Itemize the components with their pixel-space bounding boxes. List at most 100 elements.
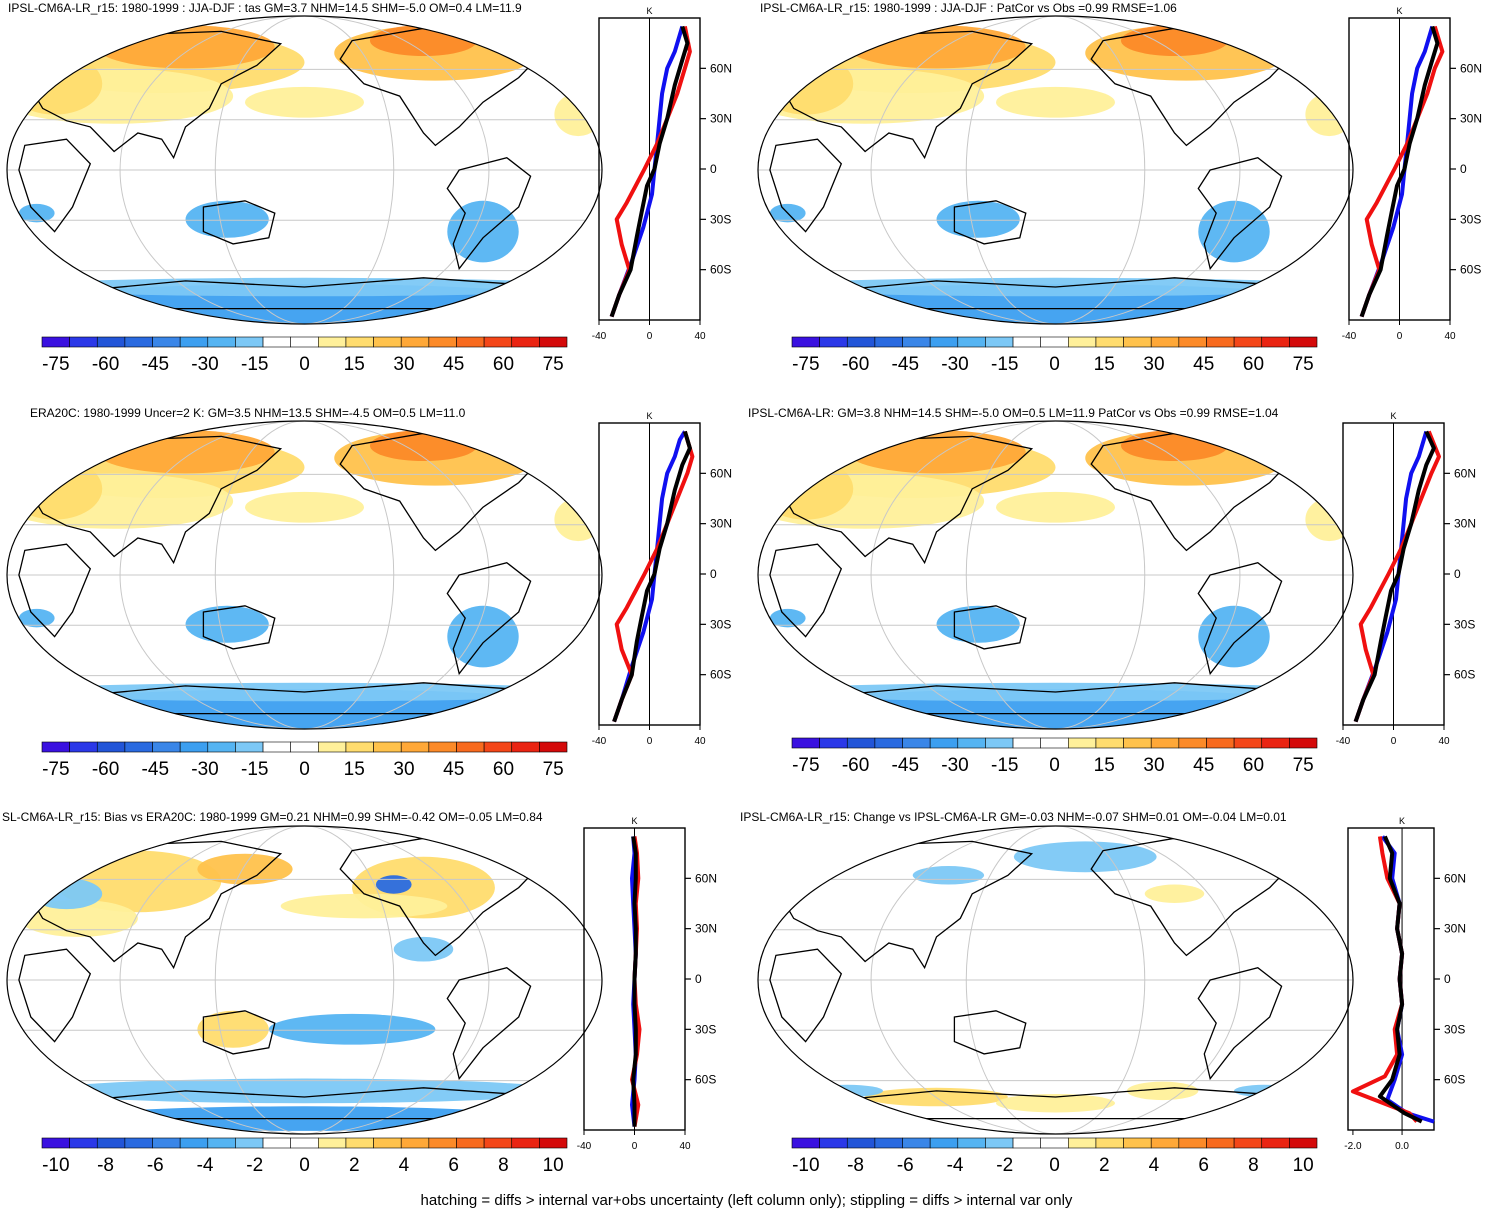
field-patch (1198, 200, 1270, 263)
colorbar-label: -30 (191, 354, 218, 375)
zonal-profile-2: K 60N 30N 0 30S 60S -40 0 40 (1342, 6, 1482, 342)
colorbar-label: 15 (344, 354, 365, 375)
colorbar-cell (318, 1137, 347, 1149)
profile-ytick-label: 30N (1460, 112, 1482, 126)
colorbar-label: -10 (792, 1155, 819, 1176)
colorbar-label: 0 (1049, 354, 1060, 375)
colorbar-label: 30 (1143, 354, 1164, 375)
field-patch (393, 936, 454, 962)
profile-xtick-label: -2.0 (1344, 1141, 1362, 1152)
colorbar-label: -30 (191, 759, 218, 780)
profile-xtick-label: 0 (647, 736, 653, 747)
colorbar-cell (1289, 1137, 1318, 1149)
colorbar-label: -45 (892, 755, 919, 776)
longitude-line (965, 16, 1146, 324)
colorbar-cell (207, 741, 236, 753)
colorbar-cell (41, 741, 70, 753)
colorbar-cell (1095, 336, 1124, 348)
field-patch (268, 1013, 436, 1045)
zonal-profile-6: K 60N 30N 0 30S 60S -2.0 0.0 (1344, 816, 1466, 1152)
longitude-line (965, 826, 1146, 1134)
colorbar-label: -2 (996, 1155, 1013, 1176)
colorbar-cell (1012, 336, 1041, 348)
field-patch (554, 93, 602, 137)
colorbar-cell (400, 1137, 430, 1149)
coastline-samerica (1197, 156, 1283, 271)
colorbar-label: -45 (142, 354, 169, 375)
colorbar-cell (400, 336, 430, 348)
colorbar-label: 75 (1293, 354, 1314, 375)
colorbar-cell (1012, 737, 1041, 749)
colorbar-cell (1040, 1137, 1069, 1149)
colorbar-label: -8 (847, 1155, 864, 1176)
profile-xtick-label: 0 (1391, 736, 1397, 747)
colorbar-cell (456, 741, 485, 753)
colorbar-cell (428, 1137, 457, 1149)
profile-ytick-label: 60N (1460, 61, 1482, 75)
colorbar-cell (290, 1137, 319, 1149)
colorbar-cell (456, 336, 485, 348)
colorbar-cell (207, 1137, 236, 1149)
profile-line-black (609, 25, 690, 318)
map-panel-3 (6, 420, 603, 730)
map-panel-2 (757, 15, 1354, 325)
colorbar-cell (318, 336, 347, 348)
longitude-line (870, 421, 1241, 729)
profile-xtick-label: 0.0 (1395, 1141, 1409, 1152)
field-patch (1234, 1084, 1294, 1098)
coastline-australia (953, 605, 1027, 650)
colorbar-label: 0 (299, 354, 310, 375)
colorbar-label: 2 (349, 1155, 360, 1176)
colorbar-cell (345, 1137, 374, 1149)
colorbar-cell (539, 336, 568, 348)
profile-ytick-label: 0 (710, 567, 717, 581)
map-panel-5 (6, 825, 603, 1135)
colorbar-cell (846, 336, 876, 348)
colorbar-3: -75 -60 -45 -30 -15 0 15 30 45 60 75 (41, 741, 568, 780)
colorbar-label: -8 (97, 1155, 114, 1176)
profile-unit-label: K (631, 816, 637, 826)
colorbar-label: 6 (448, 1155, 459, 1176)
figure-footer: hatching = diffs > internal var+obs unce… (420, 1192, 1073, 1209)
colorbar-label: -60 (842, 354, 869, 375)
coastline-asia (775, 30, 1034, 160)
profile-line-blue (609, 25, 685, 318)
colorbar-label: -60 (842, 755, 869, 776)
colorbar-cell (152, 336, 181, 348)
colorbar-cell (96, 336, 126, 348)
colorbar-cell (262, 336, 291, 348)
colorbar-label: -75 (42, 354, 69, 375)
colorbar-label: -45 (892, 354, 919, 375)
zonal-profile-4: K 60N 30N 0 30S 60S -40 0 40 (1336, 411, 1476, 747)
profile-ytick-label: 60S (710, 263, 731, 277)
colorbar-label: 60 (1243, 755, 1264, 776)
colorbar-label: 30 (1143, 755, 1164, 776)
profile-ytick-label: 30S (1444, 1022, 1465, 1036)
colorbar-cell (985, 336, 1014, 348)
profile-ytick-label: 60N (710, 466, 732, 480)
profile-ytick-label: 60S (710, 668, 731, 682)
colorbar-cell (874, 1137, 903, 1149)
profile-unit-label: K (646, 411, 652, 421)
profile-xtick-label: 0 (632, 1141, 638, 1152)
map-panel-1 (6, 15, 603, 325)
colorbar-label: -75 (792, 755, 819, 776)
profile-ytick-label: 60S (1460, 263, 1481, 277)
colorbar-cell (1123, 336, 1152, 348)
longitude-line (119, 16, 490, 324)
profile-ytick-label: 60S (1454, 668, 1475, 682)
colorbar-cell (262, 741, 291, 753)
field-patch (1305, 93, 1353, 137)
colorbar-cell (1233, 1137, 1263, 1149)
panel-title: IPSL-CM6A-LR_r15: 1980-1999 : JJA-DJF : … (760, 1, 1177, 15)
colorbar-cell (152, 1137, 181, 1149)
colorbar-cell (1123, 1137, 1152, 1149)
profile-line-black (1377, 835, 1423, 1124)
colorbar-label: 60 (1243, 354, 1264, 375)
colorbar-label: -45 (142, 759, 169, 780)
colorbar-cell (235, 336, 264, 348)
profile-ytick-label: 30S (695, 1022, 716, 1036)
colorbar-cell (819, 737, 848, 749)
coastline-asia (775, 840, 1034, 970)
